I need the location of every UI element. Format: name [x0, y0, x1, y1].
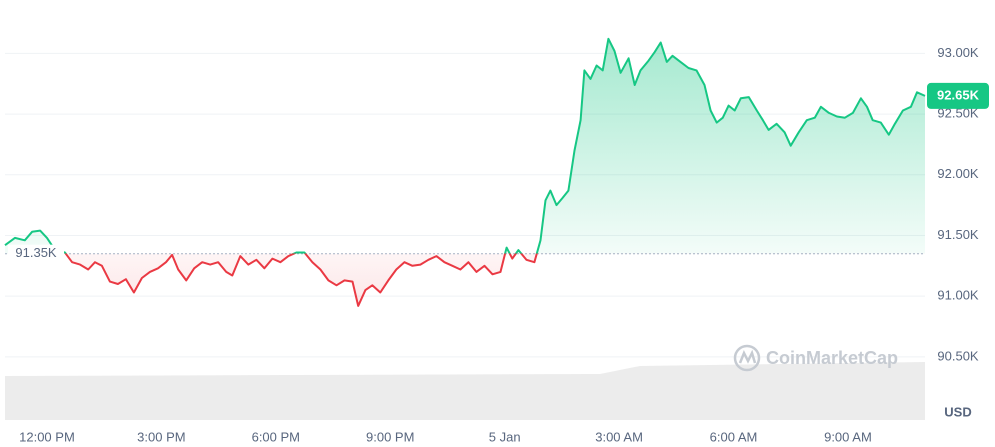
baseline-label-bg	[8, 244, 64, 263]
last-price-badge	[927, 82, 989, 109]
watermark-logo	[733, 344, 761, 372]
x-tick-label: 9:00 AM	[824, 429, 872, 444]
area-fill	[5, 38, 925, 306]
x-tick-label: 5 Jan	[489, 429, 521, 444]
y-tick-label: 92.50K	[937, 106, 979, 121]
baseline-label: 91.35K	[15, 245, 57, 260]
price-line	[4, 37, 926, 307]
x-tick-label: 6:00 PM	[252, 429, 300, 444]
currency-label: USD	[944, 404, 971, 419]
x-tick-label: 6:00 AM	[710, 429, 758, 444]
y-tick-label: 92.00K	[937, 166, 979, 181]
watermark: CoinMarketCap	[766, 348, 898, 368]
x-tick-label: 9:00 PM	[366, 429, 414, 444]
y-tick-label: 91.50K	[937, 227, 979, 242]
x-tick-label: 12:00 PM	[19, 429, 75, 444]
y-tick-label: 93.00K	[937, 45, 979, 60]
last-price-label: 92.65K	[937, 87, 980, 102]
volume-band	[5, 362, 925, 420]
y-tick-label: 91.00K	[937, 288, 979, 303]
y-tick-label: 90.50K	[937, 348, 979, 363]
x-tick-label: 3:00 AM	[595, 429, 643, 444]
x-tick-label: 3:00 PM	[137, 429, 185, 444]
